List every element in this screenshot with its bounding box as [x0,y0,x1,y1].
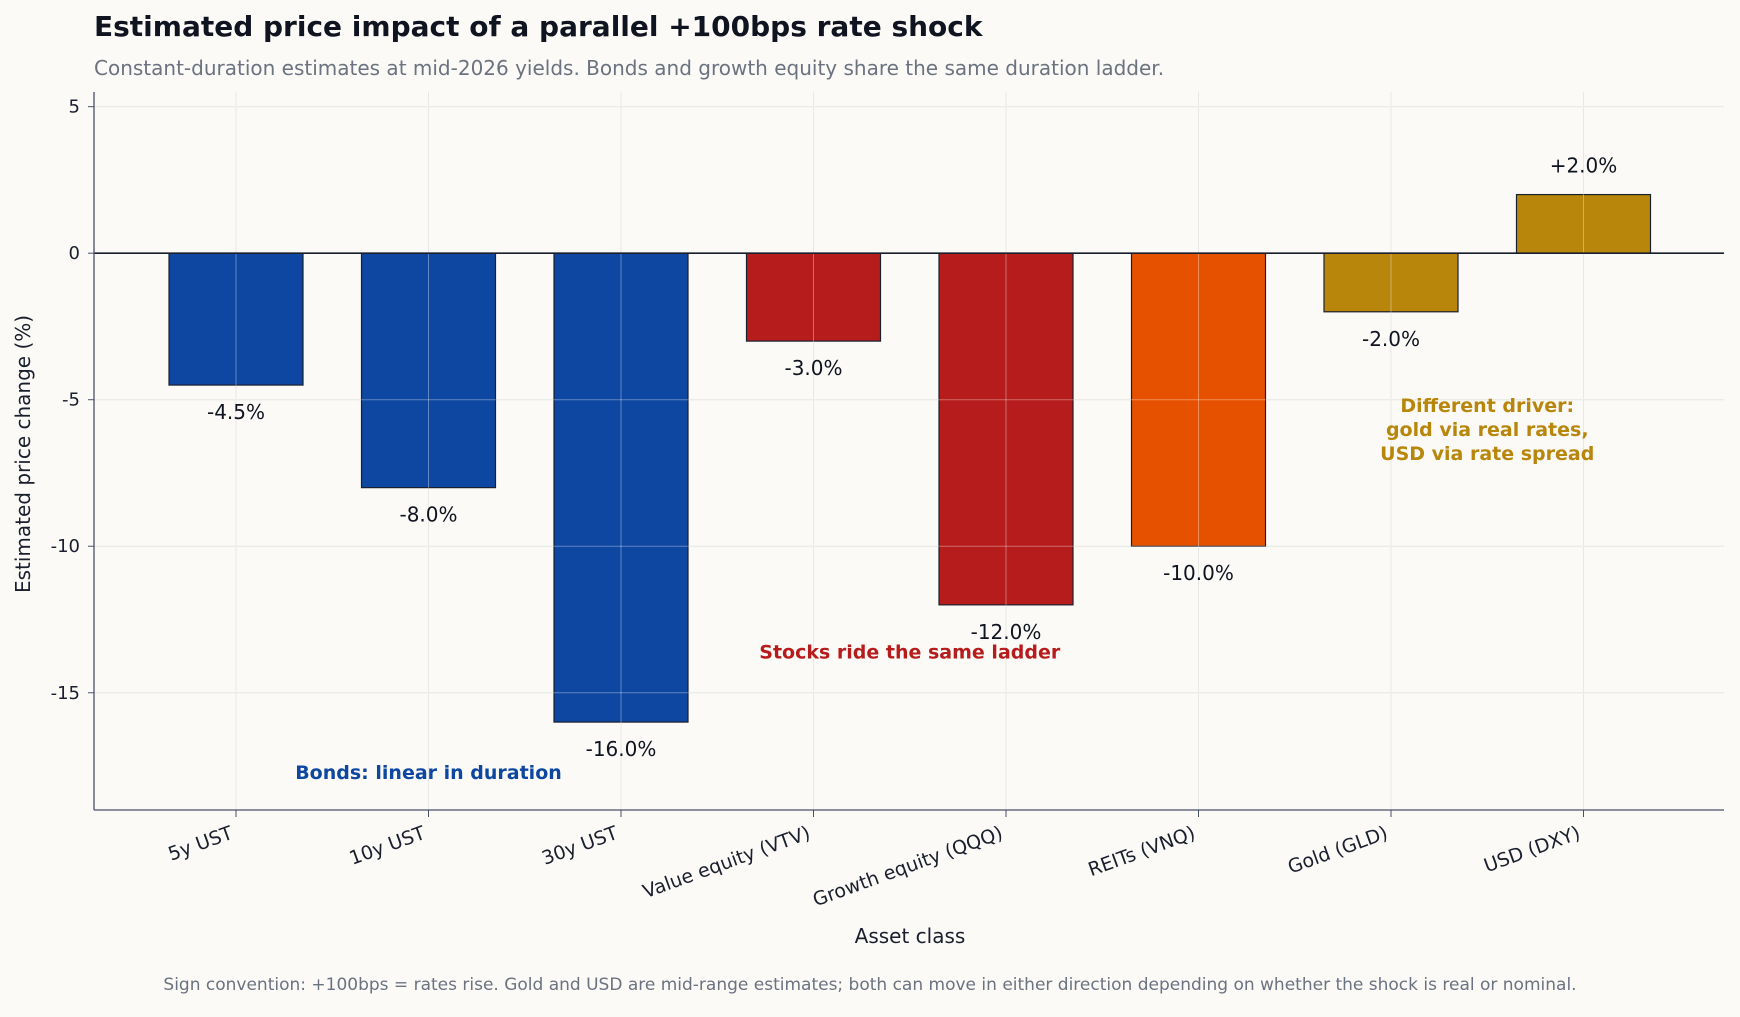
bar [1130,252,1267,547]
annotation-text: USD via rate spread [1380,443,1594,465]
chart-title: Estimated price impact of a parallel +10… [94,10,983,43]
x-tick-label: Value equity (VTV) [640,822,813,903]
data-label: -8.0% [399,503,457,527]
annotation-text: Different driver: [1400,395,1574,417]
bar [1515,193,1652,254]
x-tick-label: REITs (VNQ) [1085,822,1198,881]
bar [360,252,497,489]
y-tick-label: 0 [69,243,80,264]
chart-subtitle: Constant-duration estimates at mid-2026 … [94,56,1165,80]
chart-footer: Sign convention: +100bps = rates rise. G… [163,975,1577,995]
annotation-text: Stocks ride the same ladder [759,642,1061,664]
data-label: -2.0% [1362,327,1420,351]
annotation-text: gold via real rates, [1386,419,1589,441]
x-tick-label: 10y UST [346,822,428,870]
bar [553,252,689,723]
x-tick-label: 5y UST [165,822,236,866]
bar [1323,252,1459,313]
bar [938,252,1074,606]
annotation-text: Bonds: linear in duration [295,762,562,784]
y-tick-label: -10 [51,536,80,557]
x-tick-label: 30y UST [539,822,621,870]
bar [745,252,882,342]
data-label: -3.0% [784,356,842,380]
data-label: -4.5% [207,400,265,424]
y-tick-label: -15 [51,683,80,704]
data-labels: -4.5% -8.0% -16.0% -3.0% -12.0% -10.0% -2.0% +2… [207,154,1617,762]
axes: 5 0 -5 -10 -15 5y UST 10y UST 30y UST Value equi… [51,92,1724,911]
data-label: -16.0% [586,737,657,761]
x-axis-title: Asset class [855,924,966,948]
x-tick-label: Growth equity (QQQ) [810,822,1006,911]
data-label: -12.0% [971,620,1042,644]
annotations: Bonds: linear in duration Stocks ride the… [295,395,1594,784]
y-axis-title: Estimated price change (%) [11,315,35,593]
x-tick-label: USD (DXY) [1481,822,1583,877]
x-tick-label: Gold (GLD) [1285,822,1391,878]
y-tick-label: -5 [62,390,80,411]
y-tick-label: 5 [69,97,80,118]
data-label: +2.0% [1550,154,1618,178]
data-label: -10.0% [1163,561,1234,585]
